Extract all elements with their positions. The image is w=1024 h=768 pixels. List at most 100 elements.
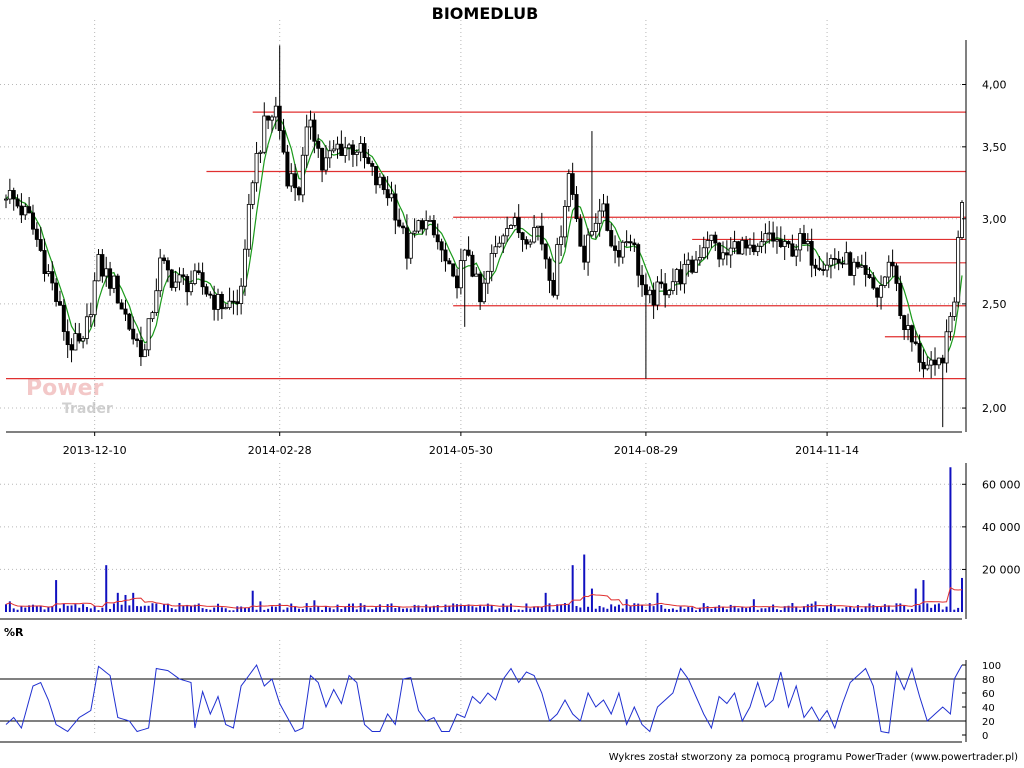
candle-body xyxy=(273,105,278,118)
candle-body xyxy=(543,243,548,260)
candle-body xyxy=(586,234,591,263)
williams-r-y-tick-label: 60 xyxy=(982,689,995,700)
candle-body xyxy=(844,252,849,265)
volume-bar xyxy=(97,610,100,612)
volume-bar xyxy=(139,606,142,612)
volume-bar xyxy=(321,609,324,612)
candle-body xyxy=(690,259,695,273)
candle-body xyxy=(655,281,660,306)
volume-bar xyxy=(575,606,578,612)
volume-bar xyxy=(922,580,925,612)
candle-body xyxy=(420,220,425,230)
volume-bar xyxy=(251,590,254,612)
volume-bar xyxy=(85,606,88,612)
candle-body xyxy=(242,248,247,287)
williams-r-y-tick-label: 0 xyxy=(982,731,988,742)
volume-bar xyxy=(752,599,755,612)
volume-bar xyxy=(236,606,239,612)
candle-body xyxy=(786,241,791,245)
candle-body xyxy=(38,239,43,251)
price-axes: 2,00 2,50 3,00 3,50 4,00 2013-12-10 2014-02-28… xyxy=(6,40,1007,457)
candle-body xyxy=(759,241,764,247)
volume-bar xyxy=(648,603,651,612)
volume-bar xyxy=(930,607,933,612)
candle-body xyxy=(404,227,409,259)
volume-bar xyxy=(799,609,802,612)
candle-body xyxy=(740,239,745,255)
volume-bar xyxy=(887,605,890,612)
volume-bar xyxy=(452,603,455,612)
volume-bar xyxy=(193,604,196,612)
volume-bar xyxy=(78,607,81,612)
volume-bar xyxy=(625,599,628,612)
volume-bar xyxy=(941,609,944,612)
volume-bar xyxy=(544,592,547,612)
volume-bar xyxy=(868,603,871,612)
candle-body xyxy=(23,206,28,216)
volume-bar xyxy=(841,608,844,612)
candle-body xyxy=(119,302,124,310)
volume-bar xyxy=(421,608,424,612)
volume-bar xyxy=(151,603,154,612)
volume-bar xyxy=(506,605,509,612)
candle-body xyxy=(269,116,274,121)
candle-body xyxy=(574,194,579,220)
volume-bar xyxy=(937,603,940,612)
candle-body xyxy=(50,271,55,284)
volume-bar xyxy=(845,606,848,612)
volume-bar xyxy=(552,609,555,612)
volume-bar xyxy=(637,603,640,612)
candle-body xyxy=(944,331,949,364)
candle-body xyxy=(601,203,606,212)
candle-body xyxy=(416,220,421,232)
volume-bar xyxy=(725,609,728,612)
candle-body xyxy=(300,154,305,196)
candle-body xyxy=(455,275,460,289)
volume-bar xyxy=(355,609,358,612)
volume-bar xyxy=(132,592,135,612)
candle-body xyxy=(320,147,325,171)
candle-body xyxy=(350,144,355,155)
candle-body xyxy=(836,258,841,264)
candle-body xyxy=(647,289,652,296)
volume-bar xyxy=(687,606,690,612)
volume-bar xyxy=(166,603,169,612)
candle-body xyxy=(674,269,679,283)
candle-body xyxy=(555,244,560,296)
volume-bar xyxy=(35,605,38,612)
volume-bar xyxy=(147,605,150,612)
volume-bar xyxy=(560,604,563,612)
volume-bar xyxy=(621,608,624,612)
volume-bar xyxy=(66,605,69,612)
candle-body xyxy=(239,285,244,304)
candle-body xyxy=(158,257,163,292)
candle-body xyxy=(397,219,402,227)
volume-bar xyxy=(856,605,859,612)
volume-bar xyxy=(918,605,921,612)
volume-bar xyxy=(872,605,875,612)
volume-bar xyxy=(244,607,246,612)
candle-body xyxy=(339,143,344,156)
volume-y-tick-label: 20 000 xyxy=(982,563,1021,576)
volume-bar xyxy=(128,605,131,612)
volume-bar xyxy=(660,605,663,612)
candle-body xyxy=(825,264,830,271)
candle-body xyxy=(859,265,864,268)
candle-body xyxy=(212,294,217,310)
candle-body xyxy=(231,300,236,303)
candle-body xyxy=(551,279,556,296)
volume-bar xyxy=(733,605,736,612)
volume-bar xyxy=(768,606,771,612)
candle-body xyxy=(890,261,895,267)
williams-r-label: %R xyxy=(4,626,24,639)
volume-bar xyxy=(105,565,108,612)
volume-bar xyxy=(509,603,512,612)
candle-body xyxy=(227,300,232,309)
volume-bar xyxy=(398,606,401,612)
candle-body xyxy=(46,271,51,274)
price-x-tick-label: 2014-02-28 xyxy=(248,444,312,457)
volume-bar xyxy=(155,603,158,612)
volume-bar xyxy=(31,604,34,612)
volume-bar xyxy=(186,604,189,612)
candle-body xyxy=(535,225,540,228)
